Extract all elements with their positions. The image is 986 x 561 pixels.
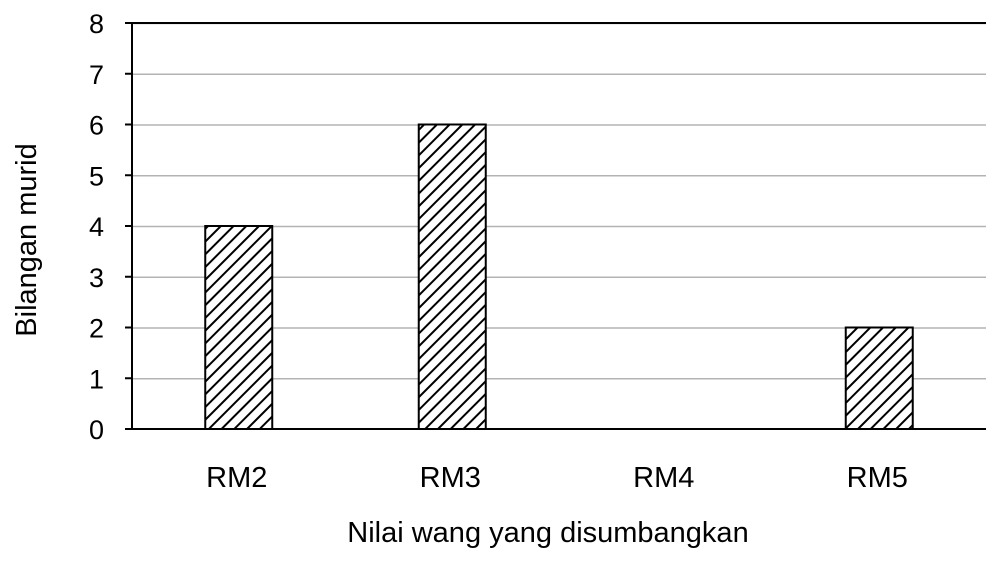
- axes: [125, 22, 986, 430]
- bar-rm5: [844, 326, 914, 430]
- y-tick-label: 8: [89, 9, 104, 39]
- y-tick-label: 2: [89, 314, 104, 344]
- y-tick-labels: 0 1 2 3 4 5 6 7 8: [89, 9, 104, 445]
- x-tick-labels: RM2 RM3 RM4 RM5: [206, 462, 908, 494]
- y-tick-label: 5: [89, 161, 104, 191]
- y-tick-label: 3: [89, 263, 104, 293]
- y-tick-label: 6: [89, 111, 104, 141]
- y-tick-label: 1: [89, 364, 104, 394]
- x-tick-label: RM2: [206, 462, 267, 494]
- y-tick-label: 4: [89, 212, 104, 242]
- x-tick-label: RM3: [420, 462, 481, 494]
- x-tick-label: RM5: [847, 462, 908, 494]
- x-axis-title: Nilai wang yang disumbangkan: [347, 517, 748, 549]
- bars: [204, 123, 914, 430]
- gridlines: [132, 22, 986, 380]
- bar-rm3: [417, 123, 487, 430]
- bar-rm2: [204, 225, 274, 430]
- y-tick-label: 7: [89, 60, 104, 90]
- y-axis-title: Bilangan murid: [11, 143, 43, 336]
- y-tick-label: 0: [89, 415, 104, 445]
- x-tick-label: RM4: [633, 462, 694, 494]
